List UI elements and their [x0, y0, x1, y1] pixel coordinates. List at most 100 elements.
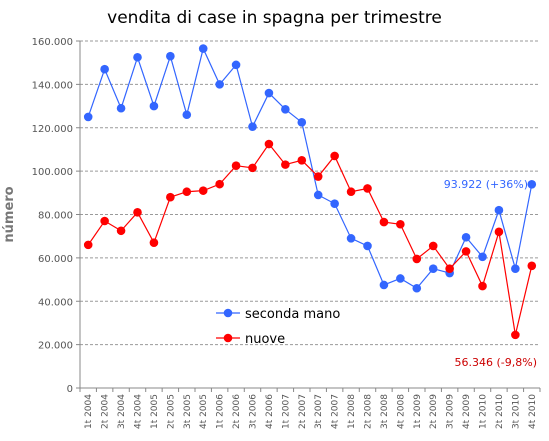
data-point [198, 44, 208, 53]
legend-label: nuove [245, 332, 285, 347]
x-tick-label: 4t 2008 [396, 394, 406, 429]
legend-label: seconda mano [245, 307, 340, 322]
y-tick-label: 80.000 [38, 211, 73, 222]
data-point [428, 241, 438, 251]
x-tick-label: 1t 2006 [216, 394, 226, 429]
data-point [182, 187, 192, 197]
data-point [379, 280, 389, 290]
data-point [478, 252, 487, 262]
data-point [248, 122, 257, 131]
annotation-nuove: 56.346 (-9,8%) [455, 356, 537, 369]
y-tick-label: 60.000 [38, 254, 73, 265]
legend-marker [223, 333, 233, 343]
data-point [494, 227, 504, 237]
x-tick-label: 4t 2010 [528, 394, 538, 429]
y-tick-label: 100.000 [32, 167, 73, 178]
annotation-seconda-mano: 93.922 (+36%) [444, 178, 528, 191]
data-point [461, 232, 471, 242]
y-tick-label: 20.000 [38, 341, 73, 352]
x-tick-label: 3t 2009 [446, 394, 456, 429]
data-point [215, 80, 224, 89]
data-point [166, 192, 175, 202]
data-point [428, 264, 438, 274]
x-tick-label: 3t 2005 [183, 394, 193, 429]
data-point [231, 161, 241, 171]
data-point [248, 163, 257, 173]
data-point [379, 217, 389, 227]
data-point [133, 52, 142, 62]
x-tick-label: 3t 2008 [380, 394, 390, 429]
x-tick-label: 2t 2005 [166, 394, 176, 429]
data-point [527, 261, 537, 271]
series-line-nuove [87, 143, 533, 336]
data-point [445, 264, 454, 274]
chart-title: vendita di case in spagna per trimestre [107, 8, 442, 28]
data-point [100, 216, 109, 226]
x-tick-label: 4t 2004 [134, 394, 144, 429]
data-point [100, 64, 109, 74]
y-axis-label: número [2, 186, 17, 242]
x-tick-label: 4t 2007 [331, 394, 341, 429]
data-point [412, 254, 422, 264]
data-point [330, 199, 339, 208]
data-point [511, 264, 520, 274]
x-tick-label: 2t 2009 [429, 394, 439, 429]
x-tick-label: 4t 2006 [265, 394, 275, 429]
data-point [346, 187, 356, 197]
y-tick-label: 120.000 [32, 124, 73, 135]
data-point [396, 274, 405, 283]
data-point [149, 238, 159, 247]
data-point [363, 184, 372, 193]
y-tick-label: 0 [67, 384, 73, 395]
data-point [264, 88, 274, 98]
data-point [396, 219, 405, 229]
data-point [231, 60, 241, 70]
data-point [461, 247, 471, 256]
x-tick-label: 1t 2007 [281, 394, 291, 429]
data-point [264, 139, 274, 149]
x-tick-label: 2t 2008 [364, 394, 374, 429]
x-tick-label: 1t 2009 [413, 394, 423, 429]
data-point [313, 190, 323, 200]
data-point [182, 110, 192, 120]
series-line-seconda-mano [87, 46, 533, 290]
data-point [511, 330, 520, 340]
data-point [281, 105, 290, 114]
x-tick-label: 1t 2005 [150, 394, 160, 429]
x-tick-label: 3t 2007 [314, 394, 324, 429]
y-tick-label: 40.000 [38, 297, 73, 308]
x-tick-label: 1t 2010 [479, 394, 489, 429]
data-point [83, 240, 93, 250]
data-point [149, 101, 159, 111]
x-tick-label: 1t 2008 [347, 394, 357, 429]
x-tick-label: 4t 2005 [199, 394, 209, 429]
data-point [281, 160, 290, 169]
data-point [346, 234, 356, 243]
data-point [494, 205, 504, 215]
legend-marker [223, 308, 233, 318]
x-tick-label: 3t 2004 [117, 394, 127, 429]
x-tick-label: 4t 2009 [462, 394, 472, 429]
x-tick-label: 3t 2010 [511, 394, 521, 429]
x-tick-label: 3t 2006 [249, 394, 259, 429]
data-point [363, 241, 372, 251]
x-tick-label: 2t 2004 [101, 394, 111, 429]
x-tick-label: 2t 2006 [232, 394, 242, 429]
data-point [116, 103, 126, 113]
data-point [527, 180, 537, 189]
data-point [133, 208, 142, 217]
data-point [166, 51, 175, 61]
data-point [412, 283, 422, 293]
y-tick-label: 160.000 [32, 37, 73, 48]
data-point [116, 226, 126, 236]
data-point [478, 281, 487, 291]
data-point [215, 179, 224, 189]
data-point [297, 155, 307, 165]
x-tick-label: 1t 2004 [84, 394, 94, 429]
x-tick-label: 2t 2010 [495, 394, 505, 429]
data-point [83, 112, 93, 122]
data-point [330, 151, 339, 161]
y-tick-label: 140.000 [32, 80, 73, 91]
